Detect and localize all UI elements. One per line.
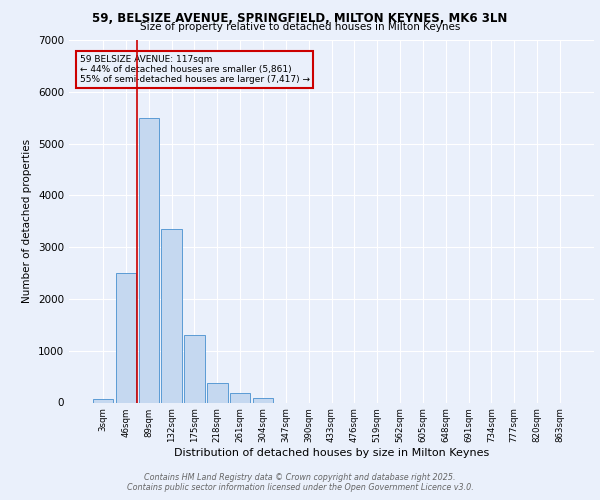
Bar [230, 393, 250, 402]
Text: Contains HM Land Registry data © Crown copyright and database right 2025.: Contains HM Land Registry data © Crown c… [144, 472, 456, 482]
Bar [139, 118, 159, 403]
Text: 59, BELSIZE AVENUE, SPRINGFIELD, MILTON KEYNES, MK6 3LN: 59, BELSIZE AVENUE, SPRINGFIELD, MILTON … [92, 12, 508, 26]
Text: 59 BELSIZE AVENUE: 117sqm
← 44% of detached houses are smaller (5,861)
55% of se: 59 BELSIZE AVENUE: 117sqm ← 44% of detac… [79, 54, 310, 84]
Bar [253, 398, 273, 402]
Bar [184, 335, 205, 402]
Text: Size of property relative to detached houses in Milton Keynes: Size of property relative to detached ho… [140, 22, 460, 32]
Bar [207, 383, 227, 402]
Text: Contains public sector information licensed under the Open Government Licence v3: Contains public sector information licen… [127, 484, 473, 492]
X-axis label: Distribution of detached houses by size in Milton Keynes: Distribution of detached houses by size … [174, 448, 489, 458]
Bar [116, 273, 136, 402]
Bar [93, 399, 113, 402]
Y-axis label: Number of detached properties: Number of detached properties [22, 139, 32, 304]
Bar [161, 229, 182, 402]
